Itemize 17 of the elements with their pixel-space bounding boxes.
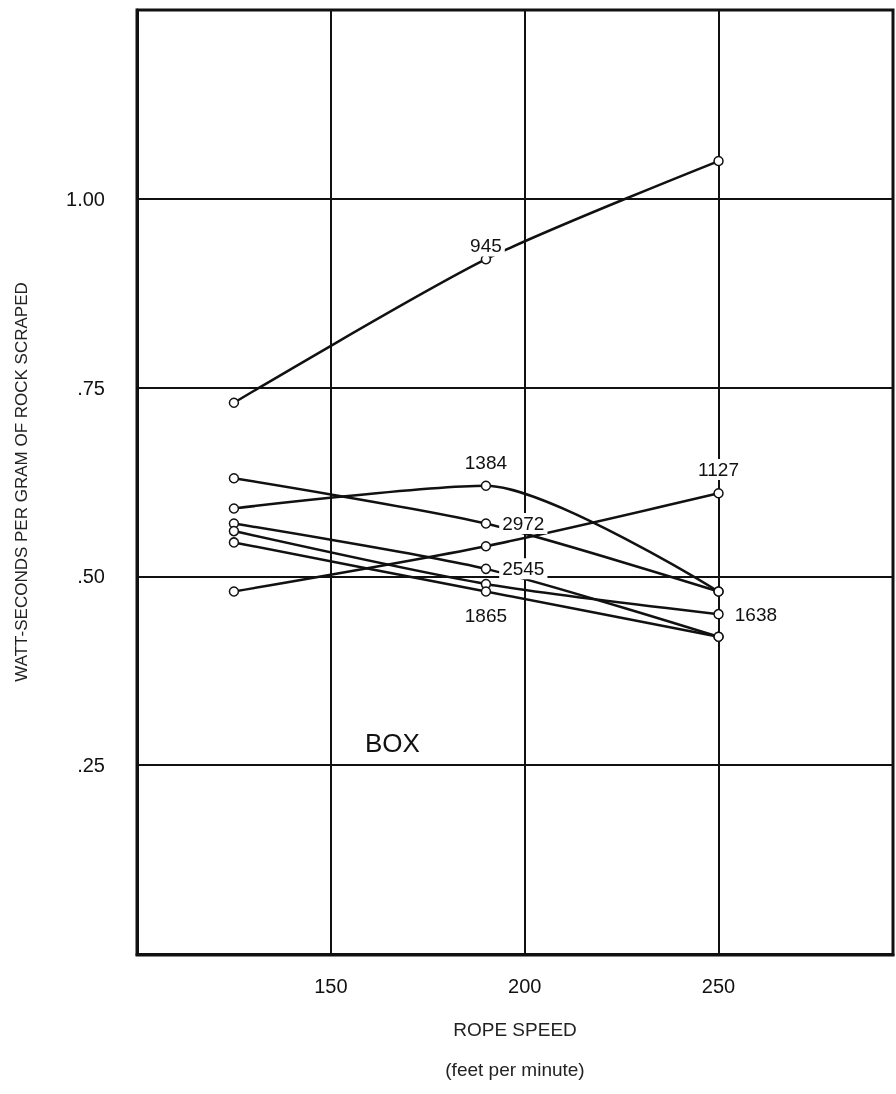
y-axis-title: WATT-SECONDS PER GRAM OF ROCK SCRAPED bbox=[12, 282, 31, 682]
series-label: 1127 bbox=[698, 459, 739, 481]
x-tick-label: 250 bbox=[701, 975, 736, 997]
series-label: 1384 bbox=[464, 451, 508, 473]
series-label: 2545 bbox=[502, 558, 545, 580]
x-tick-label: 200 bbox=[508, 975, 542, 997]
x-axis-title: ROPE SPEED (feet per minute) bbox=[445, 1018, 585, 1080]
y-tick-label: 1.00 bbox=[66, 187, 105, 210]
series-label: 2972 bbox=[502, 513, 545, 535]
y-tick-label: .75 bbox=[77, 376, 105, 399]
series-label: 1638 bbox=[734, 603, 778, 625]
series-label: 945 bbox=[470, 235, 502, 257]
y-tick-label: .25 bbox=[77, 754, 105, 777]
annotation: BOX bbox=[365, 728, 420, 758]
y-tick-label: .50 bbox=[77, 565, 105, 588]
x-tick-label: 150 bbox=[314, 975, 348, 997]
series-label: 1865 bbox=[464, 604, 508, 626]
